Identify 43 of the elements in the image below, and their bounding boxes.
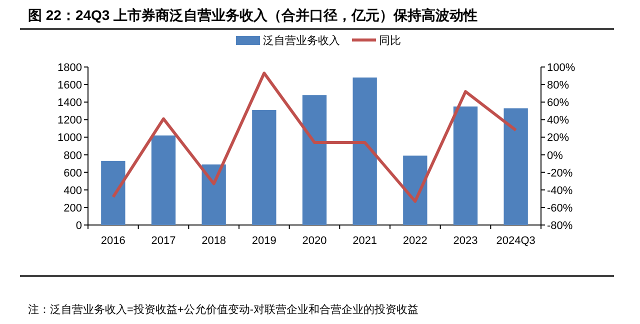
text: 注：泛自营业务收入=投资收益+公允价值变动-对联营企业和合营企业的投资收益 xyxy=(28,303,419,316)
chart-title: 图 22：24Q3 上市券商泛自营业务收入（合并口径，亿元）保持高波动性 xyxy=(28,7,478,23)
line-series xyxy=(112,72,518,203)
legend-label: 同比 xyxy=(379,34,401,47)
y2-tick-label: 100% xyxy=(547,62,576,74)
bar xyxy=(302,95,327,225)
y-tick-label: 1800 xyxy=(58,62,82,74)
bar xyxy=(453,106,478,225)
x-tick-label: 2024Q3 xyxy=(496,235,536,247)
y2-tick-label: -40% xyxy=(547,184,573,197)
y-tick-label: 600 xyxy=(64,167,82,180)
y2-tick-label: -60% xyxy=(547,202,573,214)
y-tick-label: 1600 xyxy=(58,80,82,92)
x-tick-label: 2019 xyxy=(252,235,276,247)
y-tick-label: 0 xyxy=(76,220,82,232)
y-tick-label: 1000 xyxy=(58,132,82,144)
bar xyxy=(252,110,276,225)
bar xyxy=(403,156,428,225)
y2-tick-label: -20% xyxy=(547,167,573,180)
y-tick-label: 200 xyxy=(64,202,82,214)
x-tick-label: 2021 xyxy=(352,235,378,247)
x-tick-label: 2023 xyxy=(453,235,478,247)
x-tick-label: 2022 xyxy=(402,235,428,247)
y2-tick-label: 0% xyxy=(547,150,564,162)
x-tick-label: 2016 xyxy=(100,235,126,247)
x-tick-label: 2020 xyxy=(302,235,327,247)
y2-tick-label: 20% xyxy=(547,132,570,144)
bar xyxy=(101,160,126,225)
x-tick-label: 2017 xyxy=(151,235,176,247)
y2-tick-label: 80% xyxy=(547,80,570,92)
y2-tick-label: 40% xyxy=(547,114,570,127)
bar xyxy=(202,164,226,225)
legend-label: 泛自营业务收入 xyxy=(263,34,340,47)
y-tick-label: 800 xyxy=(64,150,82,162)
y-tick-label: 1200 xyxy=(58,114,82,127)
y2-tick-label: 60% xyxy=(547,97,570,110)
bar xyxy=(352,78,377,225)
y2-tick-label: -80% xyxy=(547,220,573,232)
y-tick-label: 1400 xyxy=(58,97,82,110)
bar xyxy=(151,135,176,225)
bar xyxy=(504,108,528,225)
x-tick-label: 2018 xyxy=(202,235,226,247)
y-tick-label: 400 xyxy=(64,184,82,197)
